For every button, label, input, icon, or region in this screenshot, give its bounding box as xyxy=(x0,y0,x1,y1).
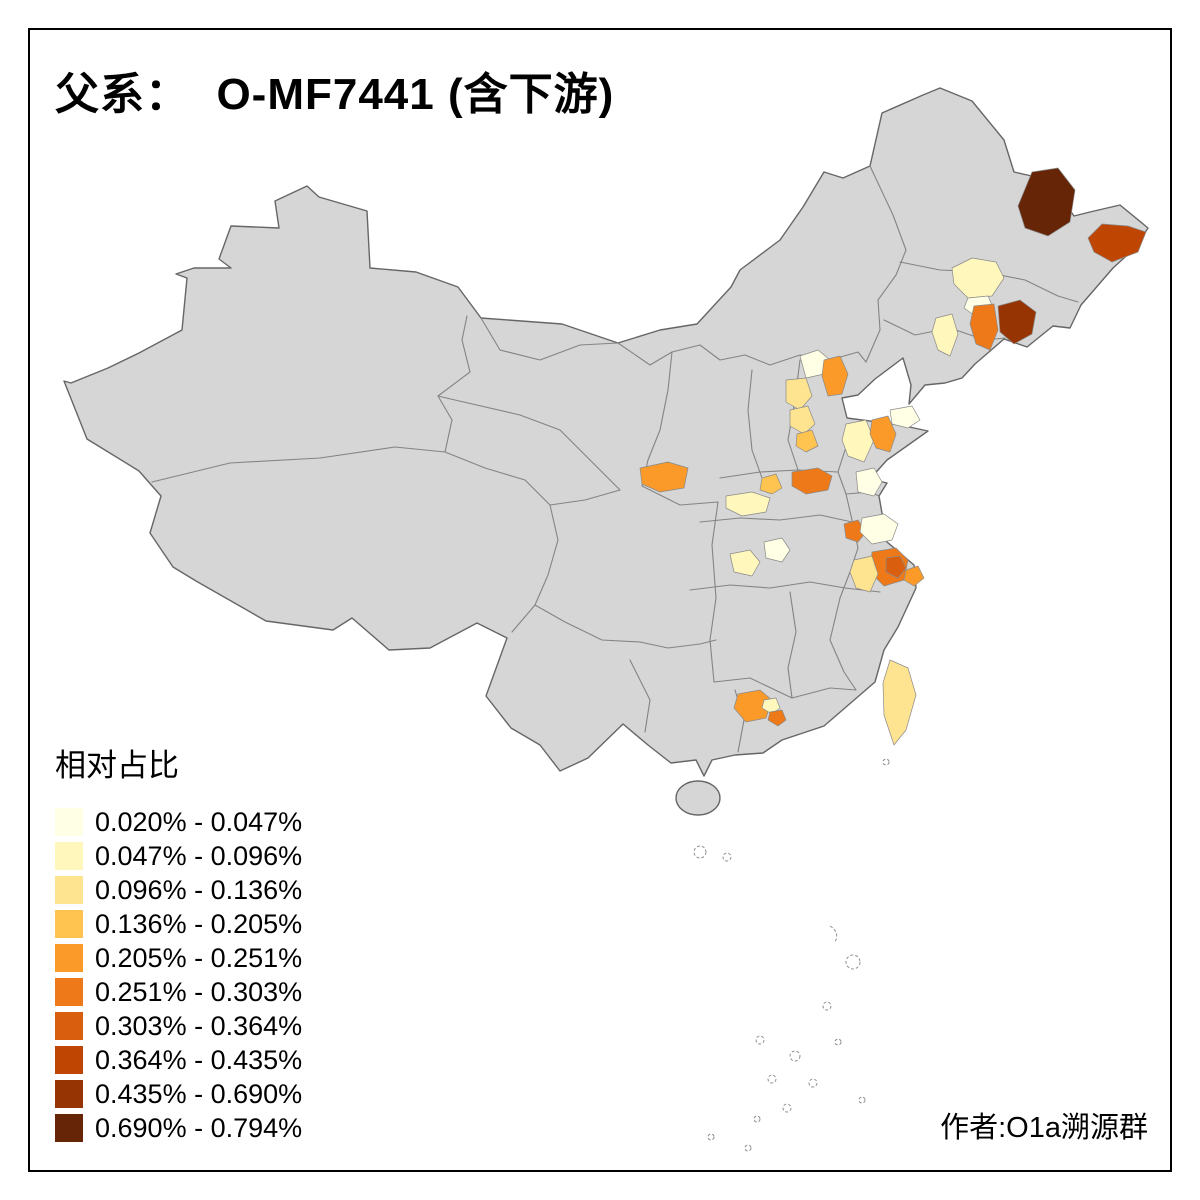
legend-swatch xyxy=(55,876,83,904)
legend-swatch xyxy=(55,808,83,836)
map-region xyxy=(767,709,787,727)
taiwan-island xyxy=(882,659,917,746)
credit-text: 作者:O1a溯源群 xyxy=(940,1112,1148,1144)
legend-label: 0.205% - 0.251% xyxy=(95,943,303,973)
map-region xyxy=(639,461,689,493)
legend-swatch xyxy=(55,944,83,972)
map-region xyxy=(759,473,783,495)
legend-title: 相对占比 xyxy=(55,748,179,783)
map-region xyxy=(869,415,897,453)
map-region xyxy=(789,405,816,435)
map-region xyxy=(821,355,849,397)
map-region xyxy=(841,419,875,463)
map-region xyxy=(903,565,925,587)
map-region xyxy=(1087,223,1147,263)
legend-row: 0.136% - 0.205% xyxy=(55,907,302,941)
map-region xyxy=(855,467,883,497)
legend-swatch xyxy=(55,910,83,938)
legend-row: 0.690% - 0.794% xyxy=(55,1111,302,1145)
map-region xyxy=(733,689,773,723)
map-region xyxy=(785,377,813,411)
legend-row: 0.205% - 0.251% xyxy=(55,941,302,975)
legend-row: 0.047% - 0.096% xyxy=(55,839,302,873)
legend-label: 0.047% - 0.096% xyxy=(95,841,303,871)
legend-swatch xyxy=(55,1080,83,1108)
legend-label: 0.690% - 0.794% xyxy=(95,1113,303,1143)
china-mainland xyxy=(63,87,1149,777)
legend-label: 0.136% - 0.205% xyxy=(95,909,303,939)
legend-label: 0.435% - 0.690% xyxy=(95,1079,303,1109)
legend-row: 0.435% - 0.690% xyxy=(55,1077,302,1111)
map-region xyxy=(763,537,791,563)
map-region xyxy=(843,519,867,543)
map-region xyxy=(997,299,1037,345)
map-region xyxy=(885,555,907,579)
map-region xyxy=(729,549,761,577)
map-region xyxy=(791,467,833,495)
map-region xyxy=(951,257,1005,299)
map-region xyxy=(795,429,819,453)
map-region xyxy=(889,405,921,429)
map-region xyxy=(859,513,899,545)
legend-row: 0.303% - 0.364% xyxy=(55,1009,302,1043)
map-region xyxy=(969,303,999,351)
legend-label: 0.303% - 0.364% xyxy=(95,1011,303,1041)
legend-row: 0.096% - 0.136% xyxy=(55,873,302,907)
map-region xyxy=(1017,167,1076,237)
south-china-sea-islands xyxy=(693,758,890,1152)
legend-label: 0.020% - 0.047% xyxy=(95,807,303,837)
page-title: 父系： O-MF7441 (含下游) xyxy=(55,70,615,119)
legend-swatch xyxy=(55,1046,83,1074)
hainan-island xyxy=(675,780,721,816)
legend-row: 0.020% - 0.047% xyxy=(55,805,302,839)
legend: 相对占比 0.020% - 0.047% 0.047% - 0.096% 0.0… xyxy=(55,740,302,1145)
legend-row: 0.364% - 0.435% xyxy=(55,1043,302,1077)
legend-swatch xyxy=(55,842,83,870)
legend-label: 0.251% - 0.303% xyxy=(95,977,303,1007)
legend-label: 0.096% - 0.136% xyxy=(95,875,303,905)
map-region xyxy=(849,555,879,593)
legend-swatch xyxy=(55,1114,83,1142)
legend-row: 0.251% - 0.303% xyxy=(55,975,302,1009)
map-region xyxy=(725,491,771,517)
highlighted-regions xyxy=(639,167,1147,746)
legend-swatch xyxy=(55,978,83,1006)
map-region xyxy=(931,313,959,357)
legend-swatch xyxy=(55,1012,83,1040)
legend-label: 0.364% - 0.435% xyxy=(95,1045,303,1075)
